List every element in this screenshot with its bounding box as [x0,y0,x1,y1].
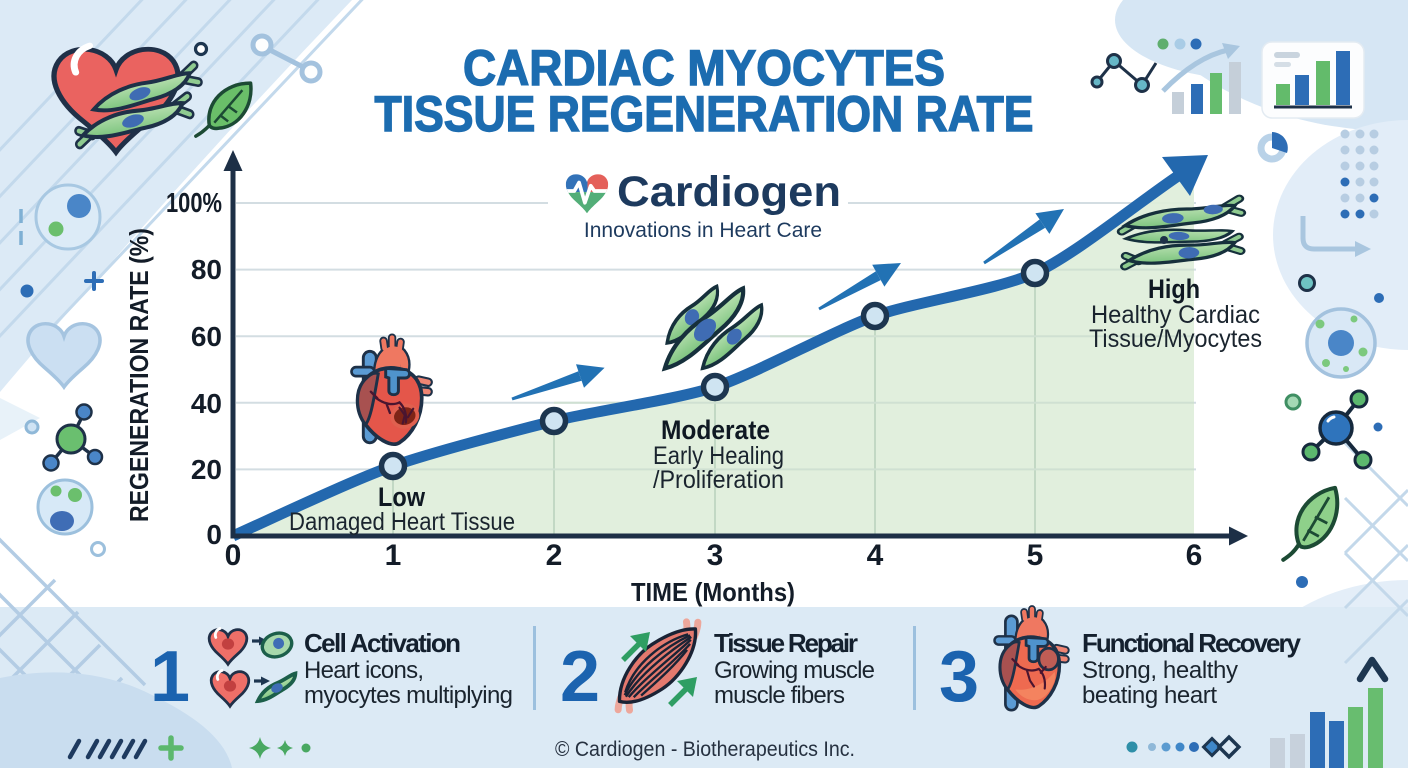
svg-text:2: 2 [560,637,600,717]
svg-text:Cardiogen: Cardiogen [617,168,841,216]
svg-text:muscle fibers: muscle fibers [714,682,845,709]
svg-text:6: 6 [1186,539,1203,572]
svg-text:High: High [1148,274,1200,304]
svg-text:Functional Recovery: Functional Recovery [1082,628,1302,658]
svg-text:TISSUE REGENERATION RATE: TISSUE REGENERATION RATE [375,86,1034,142]
svg-text:Growing muscle: Growing muscle [714,657,875,684]
svg-text:80: 80 [191,254,222,285]
svg-text:Innovations in Heart Care: Innovations in Heart Care [584,219,822,242]
svg-text:Heart icons,: Heart icons, [304,657,424,684]
svg-text:myocytes multiplying: myocytes multiplying [304,682,513,709]
svg-text:REGENERATION RATE (%): REGENERATION RATE (%) [124,228,154,522]
svg-text:0: 0 [225,539,242,572]
svg-text:Tissue Repair: Tissue Repair [714,628,858,658]
svg-text:1: 1 [385,539,402,572]
svg-text:/Proliferation: /Proliferation [653,466,784,494]
svg-text:© Cardiogen - Biotherapeutics: © Cardiogen - Biotherapeutics Inc. [555,738,855,761]
svg-text:100%: 100% [166,187,222,218]
svg-text:Tissue/Myocytes: Tissue/Myocytes [1089,325,1262,353]
svg-text:3: 3 [939,637,979,717]
svg-text:2: 2 [546,539,563,572]
svg-text:Damaged Heart Tissue: Damaged Heart Tissue [289,508,515,536]
svg-text:Low: Low [378,482,426,512]
svg-text:3: 3 [707,539,724,572]
svg-text:0: 0 [206,519,222,550]
svg-text:beating heart: beating heart [1082,682,1217,709]
svg-text:Early Healing: Early Healing [653,442,784,470]
svg-text:4: 4 [867,539,884,572]
svg-text:20: 20 [191,454,222,485]
svg-text:TIME (Months): TIME (Months) [631,577,795,607]
svg-text:Healthy Cardiac: Healthy Cardiac [1091,301,1260,329]
svg-text:5: 5 [1027,539,1044,572]
svg-text:40: 40 [191,388,222,419]
svg-text:Strong, healthy: Strong, healthy [1082,657,1238,684]
svg-text:1: 1 [150,637,190,717]
svg-text:Cell Activation: Cell Activation [304,628,461,658]
svg-text:Moderate: Moderate [661,415,770,445]
svg-text:CARDIAC MYOCYTES: CARDIAC MYOCYTES [463,40,945,96]
svg-text:60: 60 [191,321,222,352]
